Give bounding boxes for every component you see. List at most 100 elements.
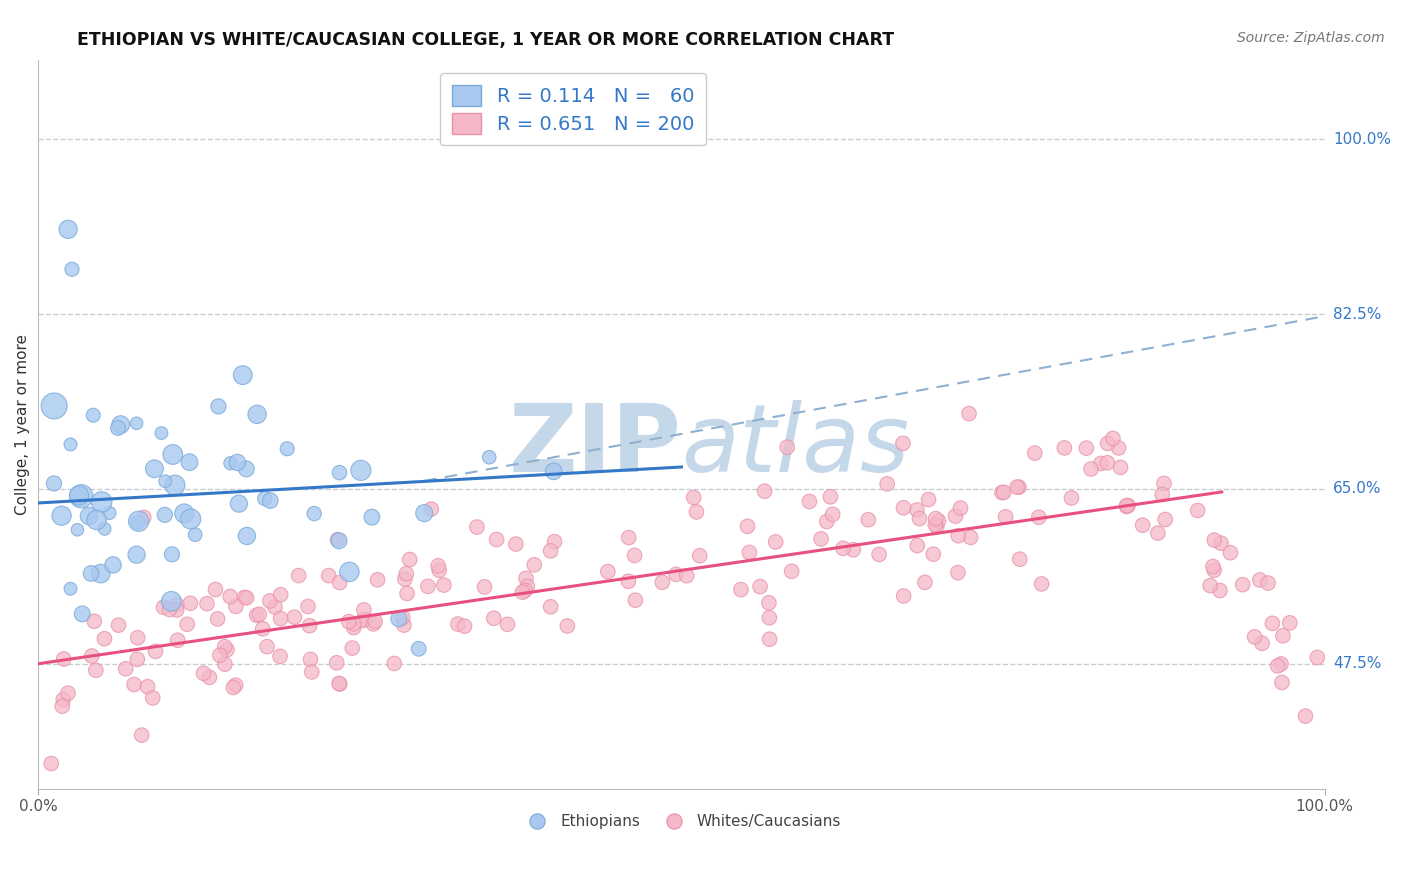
Point [1204,533,1226,547]
Point [893,589,915,603]
Point [832,541,855,556]
Point [195,597,218,611]
Point [392,618,415,632]
Point [114,662,136,676]
Point [214,657,236,672]
Point [505,537,527,551]
Point [163,478,186,492]
Point [173,507,195,521]
Point [59,437,82,451]
Point [256,640,278,654]
Point [1031,577,1053,591]
Text: 100.0%: 100.0% [1333,132,1391,147]
Point [297,599,319,614]
Point [1024,446,1046,460]
Point [207,612,229,626]
Point [540,599,562,614]
Point [474,580,496,594]
Point [905,503,928,517]
Point [1261,616,1284,631]
Point [287,568,309,582]
Point [259,493,281,508]
Point [337,615,360,629]
Point [765,535,787,549]
Point [1115,499,1137,513]
Point [821,508,844,522]
Point [270,588,292,602]
Point [93,522,115,536]
Point [1271,629,1294,643]
Point [298,619,321,633]
Point [166,603,188,617]
Point [917,492,939,507]
Point [93,632,115,646]
Point [52,652,75,666]
Point [1102,432,1125,446]
Point [1306,650,1329,665]
Point [350,463,373,477]
Point [1219,546,1241,560]
Point [236,529,259,543]
Point [1008,552,1031,566]
Text: atlas: atlas [682,401,910,491]
Point [959,530,981,544]
Point [233,591,256,605]
Point [396,586,419,600]
Point [232,368,254,383]
Point [665,567,688,582]
Point [343,616,366,631]
Point [214,640,236,654]
Point [179,596,201,610]
Point [353,603,375,617]
Point [993,485,1015,500]
Point [905,539,928,553]
Point [1243,630,1265,644]
Point [198,670,221,684]
Point [1097,436,1119,450]
Point [328,676,350,690]
Point [107,421,129,435]
Point [122,677,145,691]
Point [90,495,112,509]
Y-axis label: College, 1 year or more: College, 1 year or more [15,334,30,515]
Point [127,515,149,529]
Point [1209,583,1232,598]
Point [225,678,247,692]
Point [1251,636,1274,650]
Point [1202,559,1225,574]
Point [125,548,148,562]
Point [152,600,174,615]
Point [820,490,842,504]
Point [153,508,176,522]
Point [730,582,752,597]
Point [219,590,242,604]
Point [394,572,416,586]
Point [617,531,640,545]
Point [39,756,62,771]
Point [624,593,647,607]
Point [235,462,257,476]
Point [82,408,104,422]
Point [1204,563,1226,577]
Point [367,573,389,587]
Point [110,417,132,432]
Point [252,622,274,636]
Point [949,501,972,516]
Point [496,617,519,632]
Point [924,511,946,525]
Point [1008,480,1031,494]
Point [1257,576,1279,591]
Point [1028,510,1050,524]
Point [80,648,103,663]
Point [858,513,880,527]
Point [302,507,325,521]
Point [515,571,537,585]
Point [276,442,298,456]
Point [1080,462,1102,476]
Point [247,607,270,622]
Point [56,686,79,700]
Point [948,529,970,543]
Point [127,631,149,645]
Point [162,447,184,461]
Point [246,408,269,422]
